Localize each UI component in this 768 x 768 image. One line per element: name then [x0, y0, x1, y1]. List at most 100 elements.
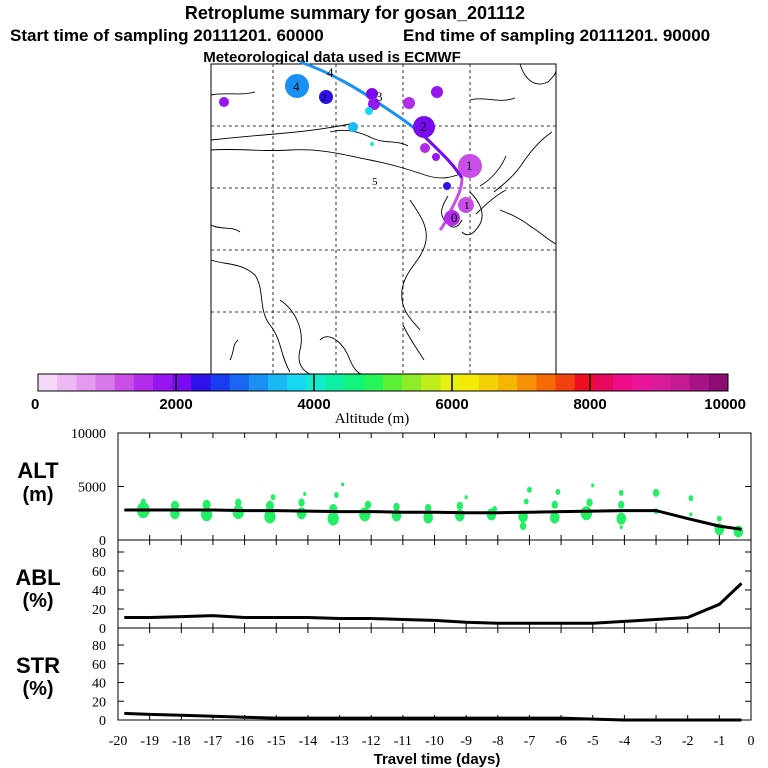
panel-label-name: STR: [16, 653, 60, 678]
colorbar-swatch: [536, 374, 556, 391]
cluster-markers: [219, 74, 482, 226]
y-tick-label: 0: [99, 714, 106, 729]
cluster-marker: [432, 153, 440, 161]
scatter-point: [551, 500, 558, 509]
met-data-label: Meteorological data used is ECMWF: [203, 49, 461, 66]
map-graticule: [211, 64, 556, 374]
panel-label-name: ALT: [17, 458, 59, 483]
cluster-marker: [420, 143, 430, 153]
colorbar-swatch: [229, 374, 250, 391]
scatter-point: [555, 488, 561, 495]
scatter-point: [270, 494, 276, 501]
x-tick-label: -7: [524, 734, 536, 749]
panel-label-unit: (%): [22, 678, 53, 700]
retroplume-map: 4 4 3 2 1 0 5 1 2: [210, 60, 557, 375]
map-day-labels: 4 4 3 2 1 0 5 1 2: [293, 65, 473, 225]
map-day-label: 0: [451, 210, 458, 225]
cluster-marker: [431, 86, 443, 98]
x-tick-label: -16: [235, 734, 254, 749]
map-day-label: 4: [293, 79, 300, 94]
scatter-point: [580, 506, 593, 521]
colorbar-swatch: [268, 374, 288, 391]
scatter-point: [303, 491, 307, 496]
scatter-point: [359, 507, 371, 522]
colorbar-swatch: [363, 374, 384, 391]
scatter-point: [689, 512, 693, 517]
colorbar-swatch: [670, 374, 691, 391]
scatter-point: [619, 525, 623, 530]
colorbar-swatch: [133, 374, 154, 391]
x-tick-label: -11: [394, 734, 412, 749]
colorbar-swatch: [555, 374, 576, 391]
cluster-marker: [366, 88, 378, 100]
colorbar-swatch: [440, 374, 461, 391]
colorbar-swatch: [57, 374, 77, 391]
cluster-marker: [365, 107, 373, 115]
colorbar-swatch: [478, 374, 499, 391]
colorbar-tick-label: 2000: [159, 396, 192, 413]
trajectory-line-late: [422, 134, 464, 179]
x-tick-label: -20: [109, 734, 128, 749]
scatter-point: [464, 495, 468, 500]
panel-frame: [117, 432, 752, 541]
colorbar-swatch: [172, 374, 192, 391]
y-tick-label: 0: [99, 534, 106, 549]
colorbar-tick-label: 0: [31, 396, 39, 413]
scatter-point: [170, 500, 179, 511]
colorbar-swatch: [76, 374, 96, 391]
colorbar-swatch: [459, 374, 480, 391]
chart-title: Retroplume summary for gosan_201112: [185, 3, 525, 23]
scatter-point: [527, 486, 532, 493]
scatter-point: [616, 512, 627, 525]
colorbar-swatch: [248, 374, 269, 391]
map-day-label: 3: [376, 89, 383, 104]
colorbar-swatch: [114, 374, 135, 391]
cluster-marker: [458, 197, 474, 213]
panel-label-unit: (%): [22, 590, 53, 612]
scatter-point: [264, 509, 276, 524]
colorbar-swatch: [325, 374, 346, 391]
start-time-label: Start time of sampling 20111201. 60000: [10, 26, 324, 45]
scatter-point: [586, 498, 593, 507]
altitude-colorbar: [37, 373, 729, 392]
colorbar-swatch: [153, 374, 173, 391]
cluster-marker: [458, 154, 482, 178]
x-tick-label: 0: [748, 734, 755, 749]
colorbar-swatch: [632, 374, 652, 391]
panel-frame: [117, 627, 752, 721]
scatter-point: [202, 499, 211, 510]
colorbar-swatch: [344, 374, 365, 391]
map-frame: [210, 63, 557, 375]
end-time-label: End time of sampling 20111201. 90000: [403, 26, 710, 45]
colorbar-tick-label: 10000: [704, 396, 746, 413]
x-tick-label: -13: [330, 734, 349, 749]
x-tick-label: -3: [650, 734, 662, 749]
y-tick-label: 10000: [71, 427, 106, 442]
colorbar-title: Altitude (m): [335, 411, 410, 427]
y-tick-label: 40: [92, 584, 106, 599]
y-tick-label: 0: [99, 622, 106, 637]
cluster-marker: [443, 182, 451, 190]
y-tick-label: 80: [92, 639, 106, 654]
scatter-point: [618, 489, 624, 496]
x-tick-label: -14: [299, 734, 318, 749]
x-tick-label: -6: [555, 734, 567, 749]
y-tick-label: 60: [92, 565, 106, 580]
colorbar-swatch: [95, 374, 116, 391]
x-tick-label: -19: [140, 734, 159, 749]
colorbar-swatch: [383, 374, 403, 391]
x-tick-label: -15: [267, 734, 286, 749]
scatter-point: [364, 500, 372, 509]
colorbar-swatch: [287, 374, 307, 391]
x-tick-label: -9: [460, 734, 472, 749]
colorbar-frame: [37, 373, 729, 392]
scatter-point: [235, 498, 242, 507]
scatter-point: [523, 498, 529, 505]
panel-label-name: ABL: [15, 565, 60, 590]
colorbar-swatch: [306, 374, 326, 391]
x-tick-label: -5: [587, 734, 599, 749]
colorbar-swatch: [613, 374, 633, 391]
cluster-marker: [319, 90, 333, 104]
scatter-point: [456, 501, 464, 510]
